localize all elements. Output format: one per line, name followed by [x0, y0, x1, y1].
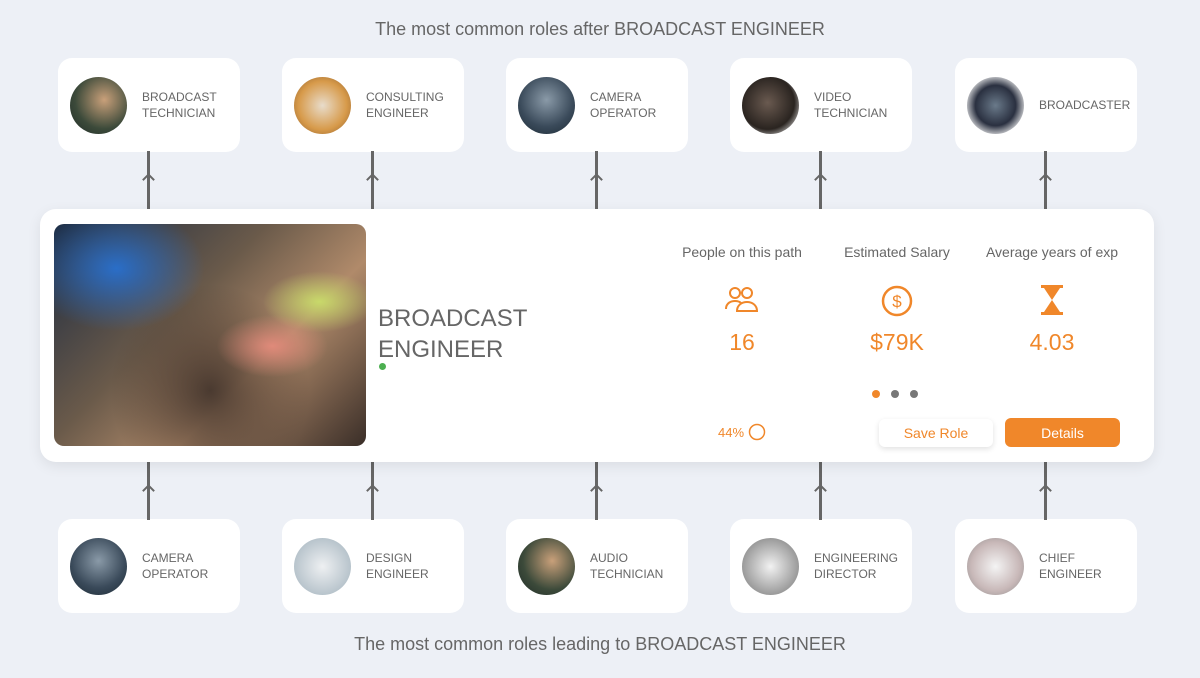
role-avatar — [518, 537, 575, 595]
role-label: CONSULTING ENGINEER — [366, 90, 444, 120]
role-title: BROADCAST ENGINEER — [378, 305, 527, 363]
role-avatar — [70, 76, 127, 134]
role-card[interactable]: CHIEF ENGINEER — [955, 519, 1137, 613]
stat-people: People on this path 16 — [667, 244, 817, 356]
role-label: BROADCASTER — [1039, 98, 1131, 112]
save-role-button[interactable]: Save Role — [879, 419, 993, 447]
pager — [872, 390, 918, 398]
pager-dot-2[interactable] — [891, 390, 899, 398]
stat-experience: Average years of exp 4.03 — [977, 244, 1127, 356]
match-percent: 44% — [718, 423, 766, 441]
role-avatar — [518, 76, 575, 134]
role-card[interactable]: BROADCASTER — [955, 58, 1137, 152]
role-avatar — [294, 537, 351, 595]
arrow-up-icon — [1039, 173, 1052, 186]
connector-line — [814, 462, 827, 520]
role-card[interactable]: CONSULTING ENGINEER — [282, 58, 464, 152]
role-label: AUDIO TECHNICIAN — [590, 551, 664, 581]
role-card[interactable]: VIDEO TECHNICIAN — [730, 58, 912, 152]
role-card[interactable]: AUDIO TECHNICIAN — [506, 519, 688, 613]
role-card[interactable]: CAMERA OPERATOR — [506, 58, 688, 152]
bottom-heading: The most common roles leading to BROADCA… — [354, 634, 846, 654]
role-card[interactable]: BROADCAST TECHNICIAN — [58, 58, 240, 152]
people-icon — [667, 285, 817, 315]
role-card[interactable]: DESIGN ENGINEER — [282, 519, 464, 613]
role-label: CAMERA OPERATOR — [142, 551, 209, 581]
arrow-up-icon — [366, 173, 379, 186]
stat-label: Estimated Salary — [844, 244, 950, 260]
dollar-circle-icon: $ — [822, 285, 972, 317]
connector-line — [142, 151, 155, 209]
role-avatar — [742, 537, 799, 595]
stat-value: 16 — [729, 329, 755, 355]
role-label: DESIGN ENGINEER — [366, 551, 429, 581]
role-card[interactable]: ENGINEERING DIRECTOR — [730, 519, 912, 613]
svg-text:$: $ — [892, 292, 902, 311]
pager-dot-3[interactable] — [910, 390, 918, 398]
arrow-up-icon — [142, 173, 155, 186]
arrow-up-icon — [366, 484, 379, 497]
connector-line — [814, 151, 827, 209]
role-label: ENGINEERING DIRECTOR — [814, 551, 899, 581]
role-card[interactable]: CAMERA OPERATOR — [58, 519, 240, 613]
connector-line — [1039, 462, 1052, 520]
role-image — [54, 224, 366, 446]
stat-value: $79K — [870, 329, 924, 355]
role-label: CAMERA OPERATOR — [590, 90, 657, 120]
role-avatar — [967, 76, 1024, 134]
stat-label: Average years of exp — [985, 244, 1119, 260]
role-label: VIDEO TECHNICIAN — [814, 90, 888, 120]
stat-value: 4.03 — [1029, 329, 1075, 355]
connector-line — [366, 462, 379, 520]
pager-dot-1[interactable] — [872, 390, 880, 398]
connector-line — [590, 151, 603, 209]
connector-line — [366, 151, 379, 209]
top-heading: The most common roles after BROADCAST EN… — [375, 19, 825, 39]
arrow-up-icon — [142, 484, 155, 497]
connector-line — [1039, 151, 1052, 209]
role-avatar — [967, 537, 1024, 595]
arrow-up-icon — [814, 484, 827, 497]
arrow-up-icon — [814, 173, 827, 186]
role-avatar — [294, 76, 351, 134]
role-avatar — [742, 76, 799, 134]
status-dot — [379, 363, 386, 370]
arrow-up-icon — [590, 173, 603, 186]
current-role-card: BROADCAST ENGINEER People on this path 1… — [40, 209, 1154, 462]
stat-label: People on this path — [682, 244, 802, 260]
arrow-up-icon — [590, 484, 603, 497]
arrow-up-icon — [1039, 484, 1052, 497]
role-label: BROADCAST TECHNICIAN — [142, 90, 217, 120]
role-label: CHIEF ENGINEER — [1039, 551, 1102, 581]
progress-ring-icon — [748, 423, 766, 441]
connector-line — [142, 462, 155, 520]
hourglass-icon — [977, 285, 1127, 315]
match-percent-value: 44% — [718, 424, 745, 440]
details-button[interactable]: Details — [1005, 418, 1120, 447]
role-avatar — [70, 537, 127, 595]
connector-line — [590, 462, 603, 520]
stat-salary: Estimated Salary $ $79K — [822, 244, 972, 356]
